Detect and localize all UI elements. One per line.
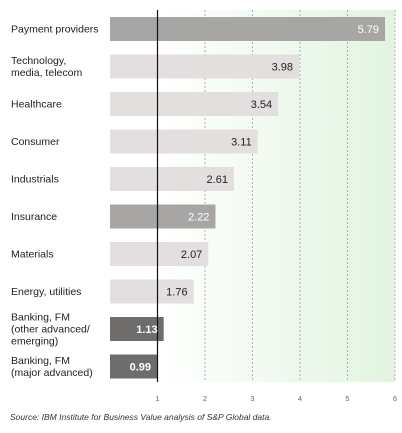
bar xyxy=(110,242,209,266)
category-label: Energy, utilities xyxy=(11,286,81,298)
bar xyxy=(110,17,386,41)
bar xyxy=(110,279,194,304)
category-label: Banking, FM (major advanced) xyxy=(11,355,93,379)
bar xyxy=(110,92,279,116)
bar-value-label: 5.79 xyxy=(358,24,379,36)
x-tick-label: 2 xyxy=(203,394,207,403)
x-tick-label: 3 xyxy=(250,394,254,403)
bar-value-label: 1.13 xyxy=(136,324,157,336)
category-label: Insurance xyxy=(11,211,57,223)
bar-value-label: 2.22 xyxy=(188,212,209,224)
bar-value-label: 2.07 xyxy=(181,249,202,261)
x-tick-label: 4 xyxy=(298,394,302,403)
bar-chart: 5.79 Payment providers 3.98 Technology, medi… xyxy=(11,10,397,403)
bar-value-label: 3.98 xyxy=(272,62,293,74)
category-label: Banking, FM (other advanced/emerging) xyxy=(11,312,90,348)
category-label: Consumer xyxy=(11,136,60,148)
bar-value-label: 3.54 xyxy=(251,99,272,111)
bar xyxy=(110,167,234,191)
x-tick-label: 5 xyxy=(345,394,349,403)
bar-value-label: 3.11 xyxy=(231,137,252,149)
bar-value-label: 0.99 xyxy=(130,362,151,374)
category-label: Industrials xyxy=(11,174,59,186)
bar-value-label: 1.76 xyxy=(166,287,187,299)
bar xyxy=(110,354,158,379)
bar xyxy=(110,317,164,341)
bar xyxy=(110,129,258,154)
x-tick-label: 1 xyxy=(155,394,159,403)
category-label: Materials xyxy=(11,249,54,261)
bar xyxy=(110,54,300,79)
category-label: Healthcare xyxy=(11,99,62,111)
source-note: Source: IBM Institute for Business Value… xyxy=(10,412,272,422)
bar xyxy=(110,204,216,229)
bar-value-label: 2.61 xyxy=(207,174,228,186)
category-label: Technology, media, telecom xyxy=(11,55,82,79)
category-label: Payment providers xyxy=(11,24,99,36)
x-tick-label: 6 xyxy=(393,394,397,403)
